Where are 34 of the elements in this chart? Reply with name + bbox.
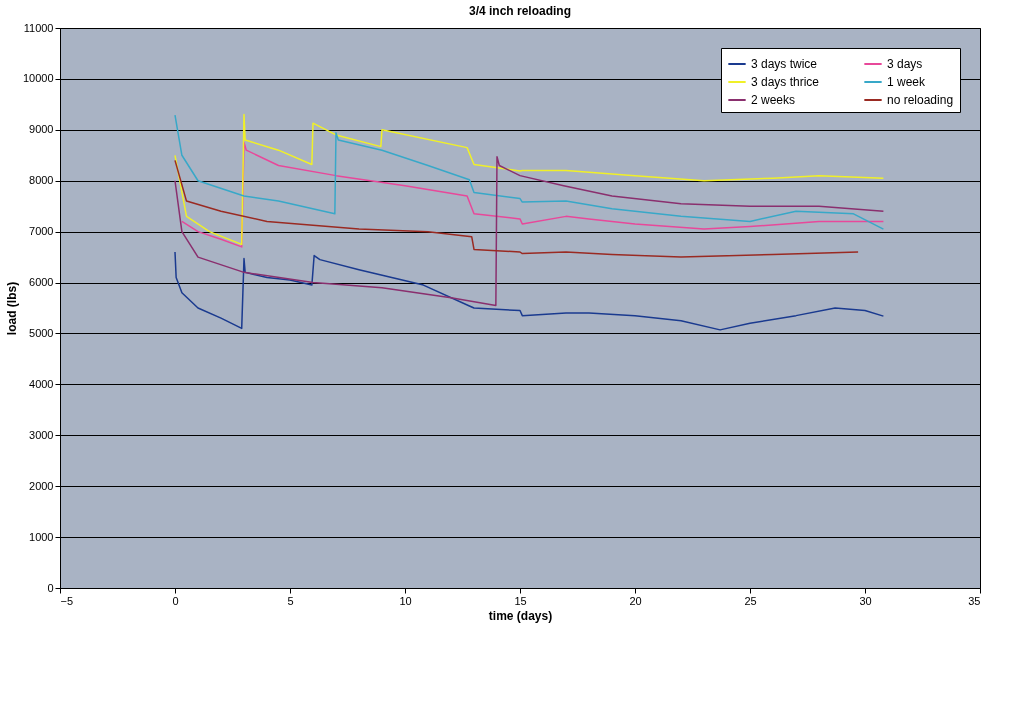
- y-tick-label: 8000: [29, 174, 54, 187]
- legend-label: no reloading: [887, 93, 954, 107]
- y-tick-label: 4000: [29, 377, 54, 390]
- legend-label: 2 weeks: [751, 93, 796, 107]
- x-tick-label: 15: [514, 594, 527, 607]
- y-tick-label: 11000: [23, 21, 54, 34]
- y-tick-label: 1000: [29, 530, 54, 543]
- legend-label: 3 days: [887, 57, 923, 71]
- line-series: [174, 159, 859, 258]
- x-tick-label: 0: [172, 594, 179, 607]
- y-tick-label: 7000: [29, 225, 54, 238]
- y-tick-label: 9000: [29, 123, 54, 136]
- x-tick-label: 5: [287, 594, 294, 607]
- line-series: [181, 141, 885, 248]
- y-tick-label: 6000: [29, 276, 54, 289]
- x-tick-label: 25: [744, 594, 757, 607]
- line-series: [174, 251, 885, 331]
- y-tick-label: 2000: [29, 479, 54, 492]
- y-tick-label: 10000: [22, 72, 54, 85]
- x-tick-label: 20: [629, 594, 642, 607]
- legend-label: 3 days thrice: [751, 75, 820, 89]
- x-tick-label: 35: [968, 594, 981, 607]
- legend-label: 1 week: [887, 75, 927, 89]
- x-tick-label: 10: [399, 594, 412, 607]
- y-tick-label: 5000: [29, 326, 54, 339]
- line-series: [174, 156, 885, 307]
- y-tick-label: 3000: [29, 428, 54, 441]
- y-axis-title: load (lbs): [4, 281, 19, 336]
- chart-title: 3/4 inch reloading: [468, 4, 572, 18]
- x-tick-label: −5: [60, 594, 74, 607]
- x-axis-title: time (days): [488, 608, 553, 623]
- x-tick-label: 30: [859, 594, 872, 607]
- y-tick-label: 0: [47, 581, 54, 594]
- legend-label: 3 days twice: [751, 57, 818, 71]
